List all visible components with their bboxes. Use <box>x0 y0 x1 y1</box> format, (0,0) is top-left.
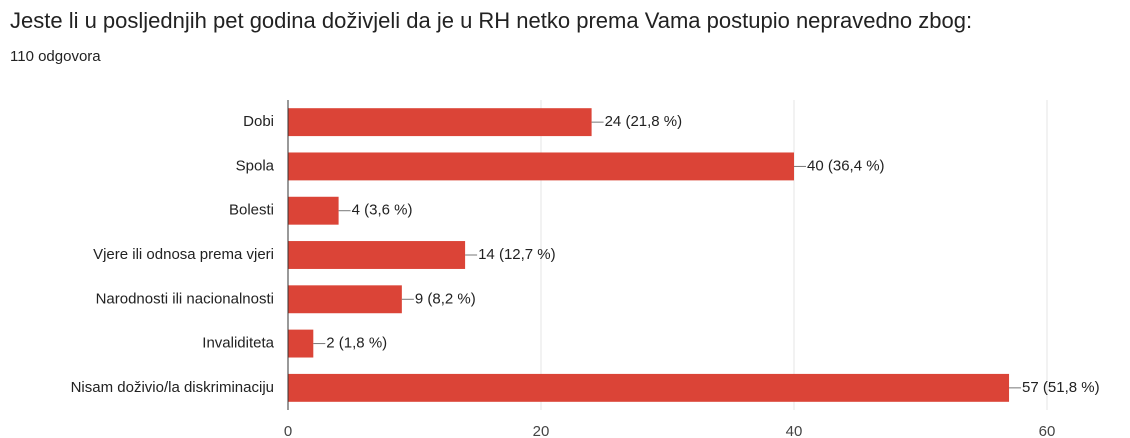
bar <box>288 241 466 269</box>
y-tick-label: Dobi <box>243 113 274 130</box>
bar <box>288 196 339 225</box>
chart-subtitle: 110 odgovora <box>10 48 101 65</box>
bar <box>288 373 1010 402</box>
y-tick-label: Invaliditeta <box>202 335 274 352</box>
data-label: 40 (36,4 %) <box>807 157 885 174</box>
data-label: 24 (21,8 %) <box>605 113 683 130</box>
chart-title: Jeste li u posljednjih pet godina doživj… <box>10 8 972 33</box>
bar <box>288 152 794 181</box>
bar <box>288 329 314 358</box>
bar <box>288 108 592 137</box>
x-tick-label: 0 <box>284 423 292 438</box>
y-tick-label: Bolesti <box>229 202 274 219</box>
y-tick-label: Vjere ili odnosa prema vjeri <box>93 246 274 263</box>
data-label: 4 (3,6 %) <box>352 202 413 219</box>
data-label: 57 (51,8 %) <box>1022 379 1100 396</box>
y-tick-label: Spola <box>236 157 275 174</box>
bar <box>288 285 402 314</box>
data-label: 2 (1,8 %) <box>326 335 387 352</box>
data-label: 9 (8,2 %) <box>415 290 476 307</box>
x-tick-label: 40 <box>786 423 803 438</box>
x-tick-label: 20 <box>533 423 550 438</box>
x-tick-label: 60 <box>1039 423 1056 438</box>
data-label: 14 (12,7 %) <box>478 246 556 263</box>
y-tick-label: Nisam doživio/la diskriminaciju <box>71 379 274 396</box>
y-tick-label: Narodnosti ili nacionalnosti <box>96 290 274 307</box>
